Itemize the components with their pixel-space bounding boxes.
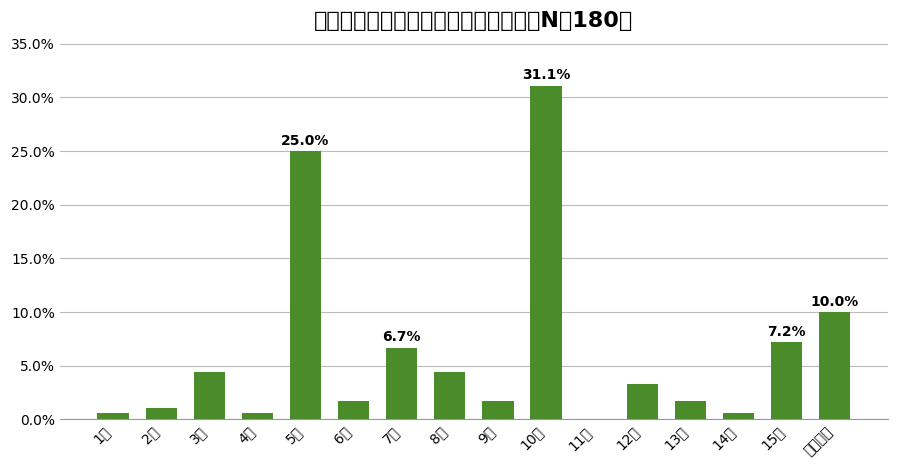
- Bar: [434, 372, 466, 419]
- Bar: [819, 312, 850, 419]
- Text: 25.0%: 25.0%: [281, 134, 330, 148]
- Title: 「駅近」は駅から徒歩何分まで？　（N＝180）: 「駅近」は駅から徒歩何分まで？ （N＝180）: [315, 11, 634, 31]
- Text: 7.2%: 7.2%: [767, 325, 806, 339]
- Bar: [386, 348, 417, 419]
- Bar: [146, 408, 177, 419]
- Bar: [193, 372, 225, 419]
- Bar: [530, 86, 562, 419]
- Bar: [289, 151, 321, 419]
- Bar: [338, 401, 369, 419]
- Bar: [674, 401, 706, 419]
- Bar: [242, 413, 273, 419]
- Text: 6.7%: 6.7%: [382, 330, 421, 344]
- Bar: [97, 413, 129, 419]
- Bar: [723, 413, 754, 419]
- Text: 10.0%: 10.0%: [811, 295, 859, 309]
- Bar: [482, 401, 513, 419]
- Text: 31.1%: 31.1%: [521, 68, 570, 83]
- Bar: [627, 384, 658, 419]
- Bar: [770, 342, 802, 419]
